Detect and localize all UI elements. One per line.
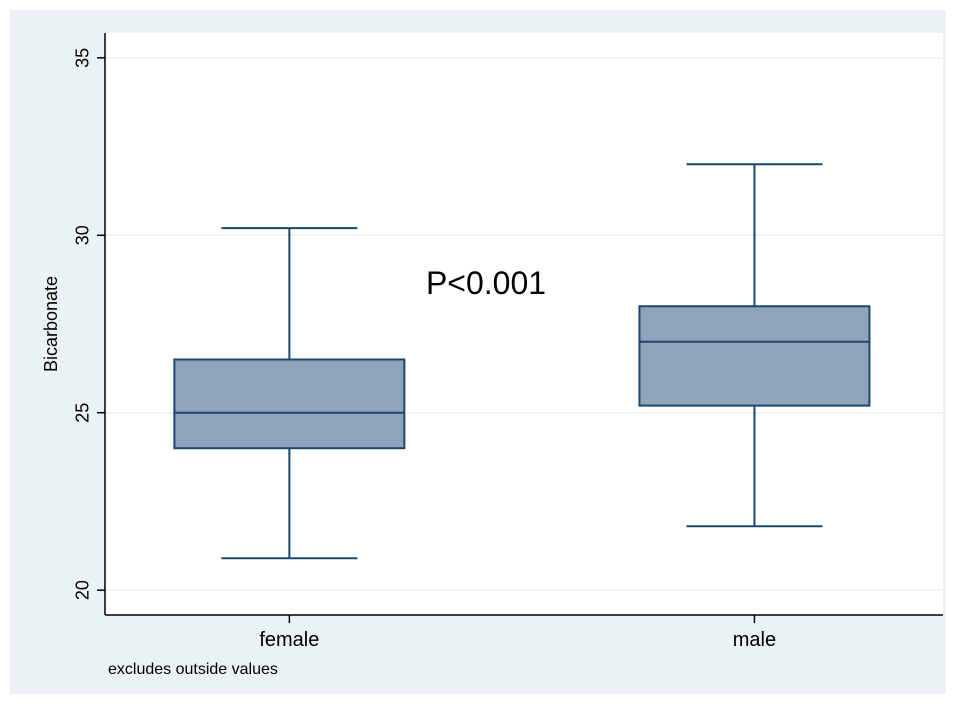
p-value-annotation: P<0.001 [426, 265, 546, 301]
interquartile-box [638, 305, 871, 407]
y-tick-label: 20 [73, 580, 93, 600]
y-axis-ticks: 20 25 30 35 [73, 48, 105, 600]
gridlines [105, 57, 943, 591]
y-axis-title: Bicarbonate [41, 276, 61, 372]
y-tick-label: 25 [73, 403, 93, 423]
y-tick-label: 35 [73, 48, 93, 68]
y-tick-label: 30 [73, 225, 93, 245]
x-tick-label: female [259, 629, 319, 651]
box-male [638, 163, 871, 528]
footnote: excludes outside values [108, 661, 278, 678]
boxes [173, 163, 871, 560]
box-female [173, 227, 406, 560]
x-axis-ticks: female male [259, 615, 776, 651]
interquartile-box [173, 358, 406, 450]
x-tick-label: male [733, 629, 776, 651]
